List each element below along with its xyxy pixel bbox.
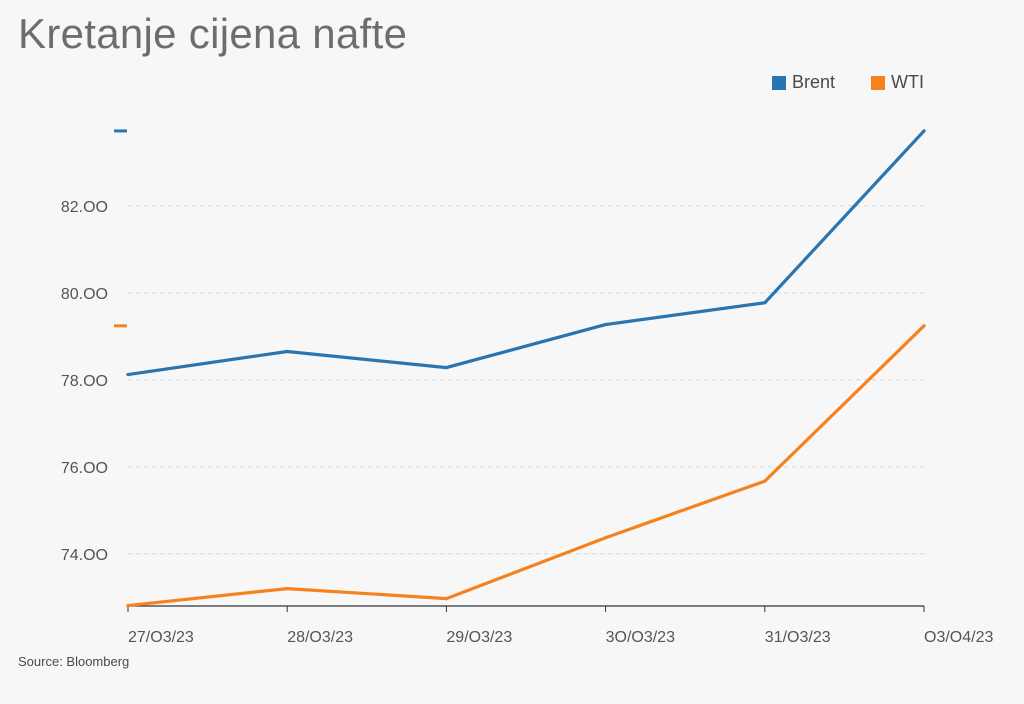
data-point-brent [922, 129, 926, 133]
data-point-brent [763, 301, 767, 305]
y-tick-label: 76.OO [61, 460, 108, 477]
legend-swatch-wti [871, 75, 885, 90]
series-line-brent [126, 129, 926, 377]
data-point-wti [444, 597, 448, 601]
x-tick-label: 29/O3/23 [446, 629, 512, 646]
data-point-brent [444, 365, 448, 370]
chart-legend: Brent WTI [771, 72, 924, 93]
chart-title: Kretanje cijena nafte [18, 10, 408, 57]
legend-label-brent: Brent [791, 72, 835, 92]
data-point-brent [285, 349, 289, 354]
x-tick-label: 31/O3/23 [765, 629, 831, 646]
x-tick-label: 28/O3/23 [287, 629, 353, 646]
data-point-wti [604, 536, 608, 540]
series-line-wti [126, 324, 926, 608]
legend-swatch-brent [771, 75, 786, 90]
data-point-wti [922, 324, 926, 328]
y-tick-label: 80.OO [61, 286, 108, 303]
data-point-brent [604, 322, 608, 327]
data-point-brent [126, 372, 130, 377]
y-tick-label: 78.OO [61, 373, 108, 390]
data-point-wti [285, 586, 289, 591]
x-tick-label: 27/O3/23 [128, 629, 194, 646]
y-tick-label: 82.OO [61, 199, 108, 216]
legend-label-wti: WTI [891, 72, 924, 92]
source-note: Source: Bloomberg [18, 654, 130, 669]
x-tick-label: 3O/O3/23 [606, 629, 675, 646]
legend-item-brent: Brent [771, 72, 835, 93]
legend-item-wti: WTI [871, 72, 924, 93]
y-tick-label: 74.OO [61, 547, 108, 564]
data-point-wti [763, 479, 767, 483]
data-point-wti [126, 603, 130, 608]
x-tick-label: O3/O4/23 [924, 629, 993, 646]
